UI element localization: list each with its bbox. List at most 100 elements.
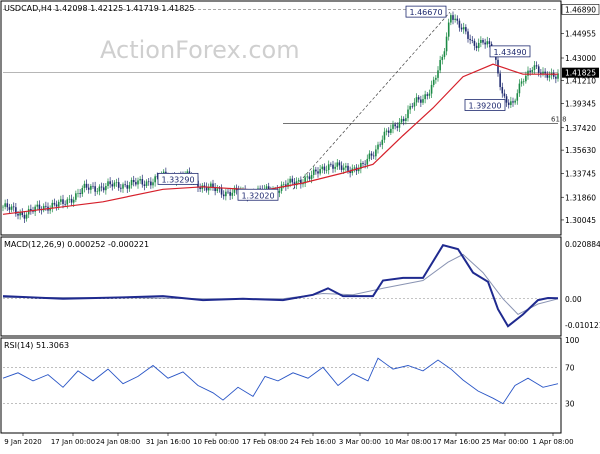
- candle-body: [6, 203, 9, 208]
- candle-body: [150, 181, 152, 186]
- candle-body: [55, 204, 58, 207]
- candle-body: [535, 65, 538, 67]
- price-annotation-label: 1.32020: [241, 191, 274, 200]
- candle-body: [70, 198, 73, 203]
- candle-body: [220, 188, 223, 195]
- candle-body: [102, 187, 105, 191]
- price-layer: 61.8 1.46670 1.43490 1.39200 1.33290 1.32020: [2, 5, 567, 223]
- candle-body: [68, 198, 71, 200]
- candle-body: [445, 36, 448, 52]
- candle-body: [542, 71, 544, 74]
- current-price-box: [562, 67, 599, 78]
- candle-body: [387, 130, 390, 133]
- price-annotation-box: [464, 99, 506, 111]
- candle-body: [510, 101, 512, 105]
- x-axis-label: 9 Jan 2020: [4, 438, 42, 446]
- price-panel-title: USDCAD,H4 1.42098 1.42125 1.41719 1.4182…: [4, 4, 194, 13]
- rsi-axis-label: 70: [565, 363, 575, 372]
- candle-body: [282, 184, 285, 185]
- candle-body: [147, 181, 150, 183]
- candle-body: [229, 192, 231, 196]
- candle-body: [111, 184, 114, 187]
- candle-body: [83, 183, 86, 189]
- macd-line: [2, 244, 559, 328]
- candle-body: [2, 206, 4, 208]
- candle-body: [544, 71, 546, 74]
- candle-body: [480, 39, 482, 43]
- candle-body: [366, 158, 369, 165]
- rsi-layer: [2, 357, 559, 405]
- candle-body: [107, 181, 109, 186]
- candle-body: [462, 27, 465, 30]
- candle-body: [383, 131, 386, 140]
- candle-body: [420, 99, 422, 103]
- candle-body: [467, 31, 469, 39]
- candle-body: [117, 182, 120, 188]
- macd-axis-label: 0.00: [565, 295, 582, 304]
- candle-body: [25, 214, 28, 219]
- candle-body: [94, 186, 96, 192]
- candle-body: [81, 188, 84, 194]
- candle-body: [398, 122, 401, 128]
- candle-body: [30, 208, 32, 211]
- candle-body: [304, 177, 306, 184]
- candle-body: [415, 97, 418, 103]
- candle-body: [77, 193, 79, 194]
- candle-body: [484, 42, 486, 45]
- candle-body: [428, 93, 431, 96]
- candle-body: [216, 188, 219, 192]
- candle-body: [60, 199, 62, 202]
- candle-body: [503, 93, 506, 97]
- candle-body: [411, 106, 414, 107]
- candle-body: [287, 182, 289, 187]
- price-axis-label: 1.44955: [565, 30, 596, 39]
- candle-body: [323, 166, 326, 171]
- candle-body: [156, 176, 159, 178]
- price-axis-label: 1.43000: [565, 54, 596, 63]
- candle-body: [417, 97, 420, 100]
- candle-body: [334, 166, 336, 169]
- candle-body: [300, 179, 302, 185]
- candle-body: [555, 76, 557, 79]
- candle-body: [458, 20, 461, 28]
- candle-body: [51, 202, 54, 209]
- x-axis-label: 10 Feb 00:00: [193, 438, 239, 446]
- candle-body: [441, 56, 444, 61]
- candle-body: [137, 180, 139, 185]
- candle-body: [126, 185, 129, 189]
- candle-body: [514, 100, 516, 103]
- candle-body: [529, 70, 531, 72]
- candle-body: [49, 208, 51, 211]
- candle-body: [385, 130, 388, 132]
- price-axis-label: 1.35630: [565, 146, 596, 155]
- candle-body: [207, 187, 210, 191]
- x-axis-label: 25 Mar 00:00: [482, 438, 529, 446]
- candle-body: [152, 182, 154, 186]
- candle-body: [120, 187, 122, 189]
- rsi-panel-frame: [0, 337, 562, 434]
- candle-body: [525, 75, 527, 82]
- candle-body: [319, 169, 321, 174]
- price-axis-label: 1.31860: [565, 193, 596, 202]
- candle-body: [8, 207, 11, 210]
- candle-body: [392, 124, 394, 129]
- candle-body: [57, 201, 60, 207]
- candle-body: [430, 84, 433, 94]
- candle-body: [315, 169, 317, 172]
- candle-body: [154, 176, 156, 183]
- candle-body: [501, 87, 504, 94]
- candle-body: [325, 170, 328, 171]
- candle-body: [128, 185, 131, 189]
- candle-body: [407, 109, 409, 119]
- candle-body: [218, 188, 221, 189]
- candle-body: [447, 22, 450, 37]
- price-axis-label: 1.33745: [565, 170, 596, 179]
- candle-body: [486, 41, 489, 45]
- candle-body: [546, 73, 549, 78]
- candle-body: [205, 186, 208, 191]
- candle-body: [92, 185, 94, 187]
- candle-body: [452, 15, 454, 20]
- candle-body: [265, 186, 268, 189]
- candle-body: [145, 181, 148, 186]
